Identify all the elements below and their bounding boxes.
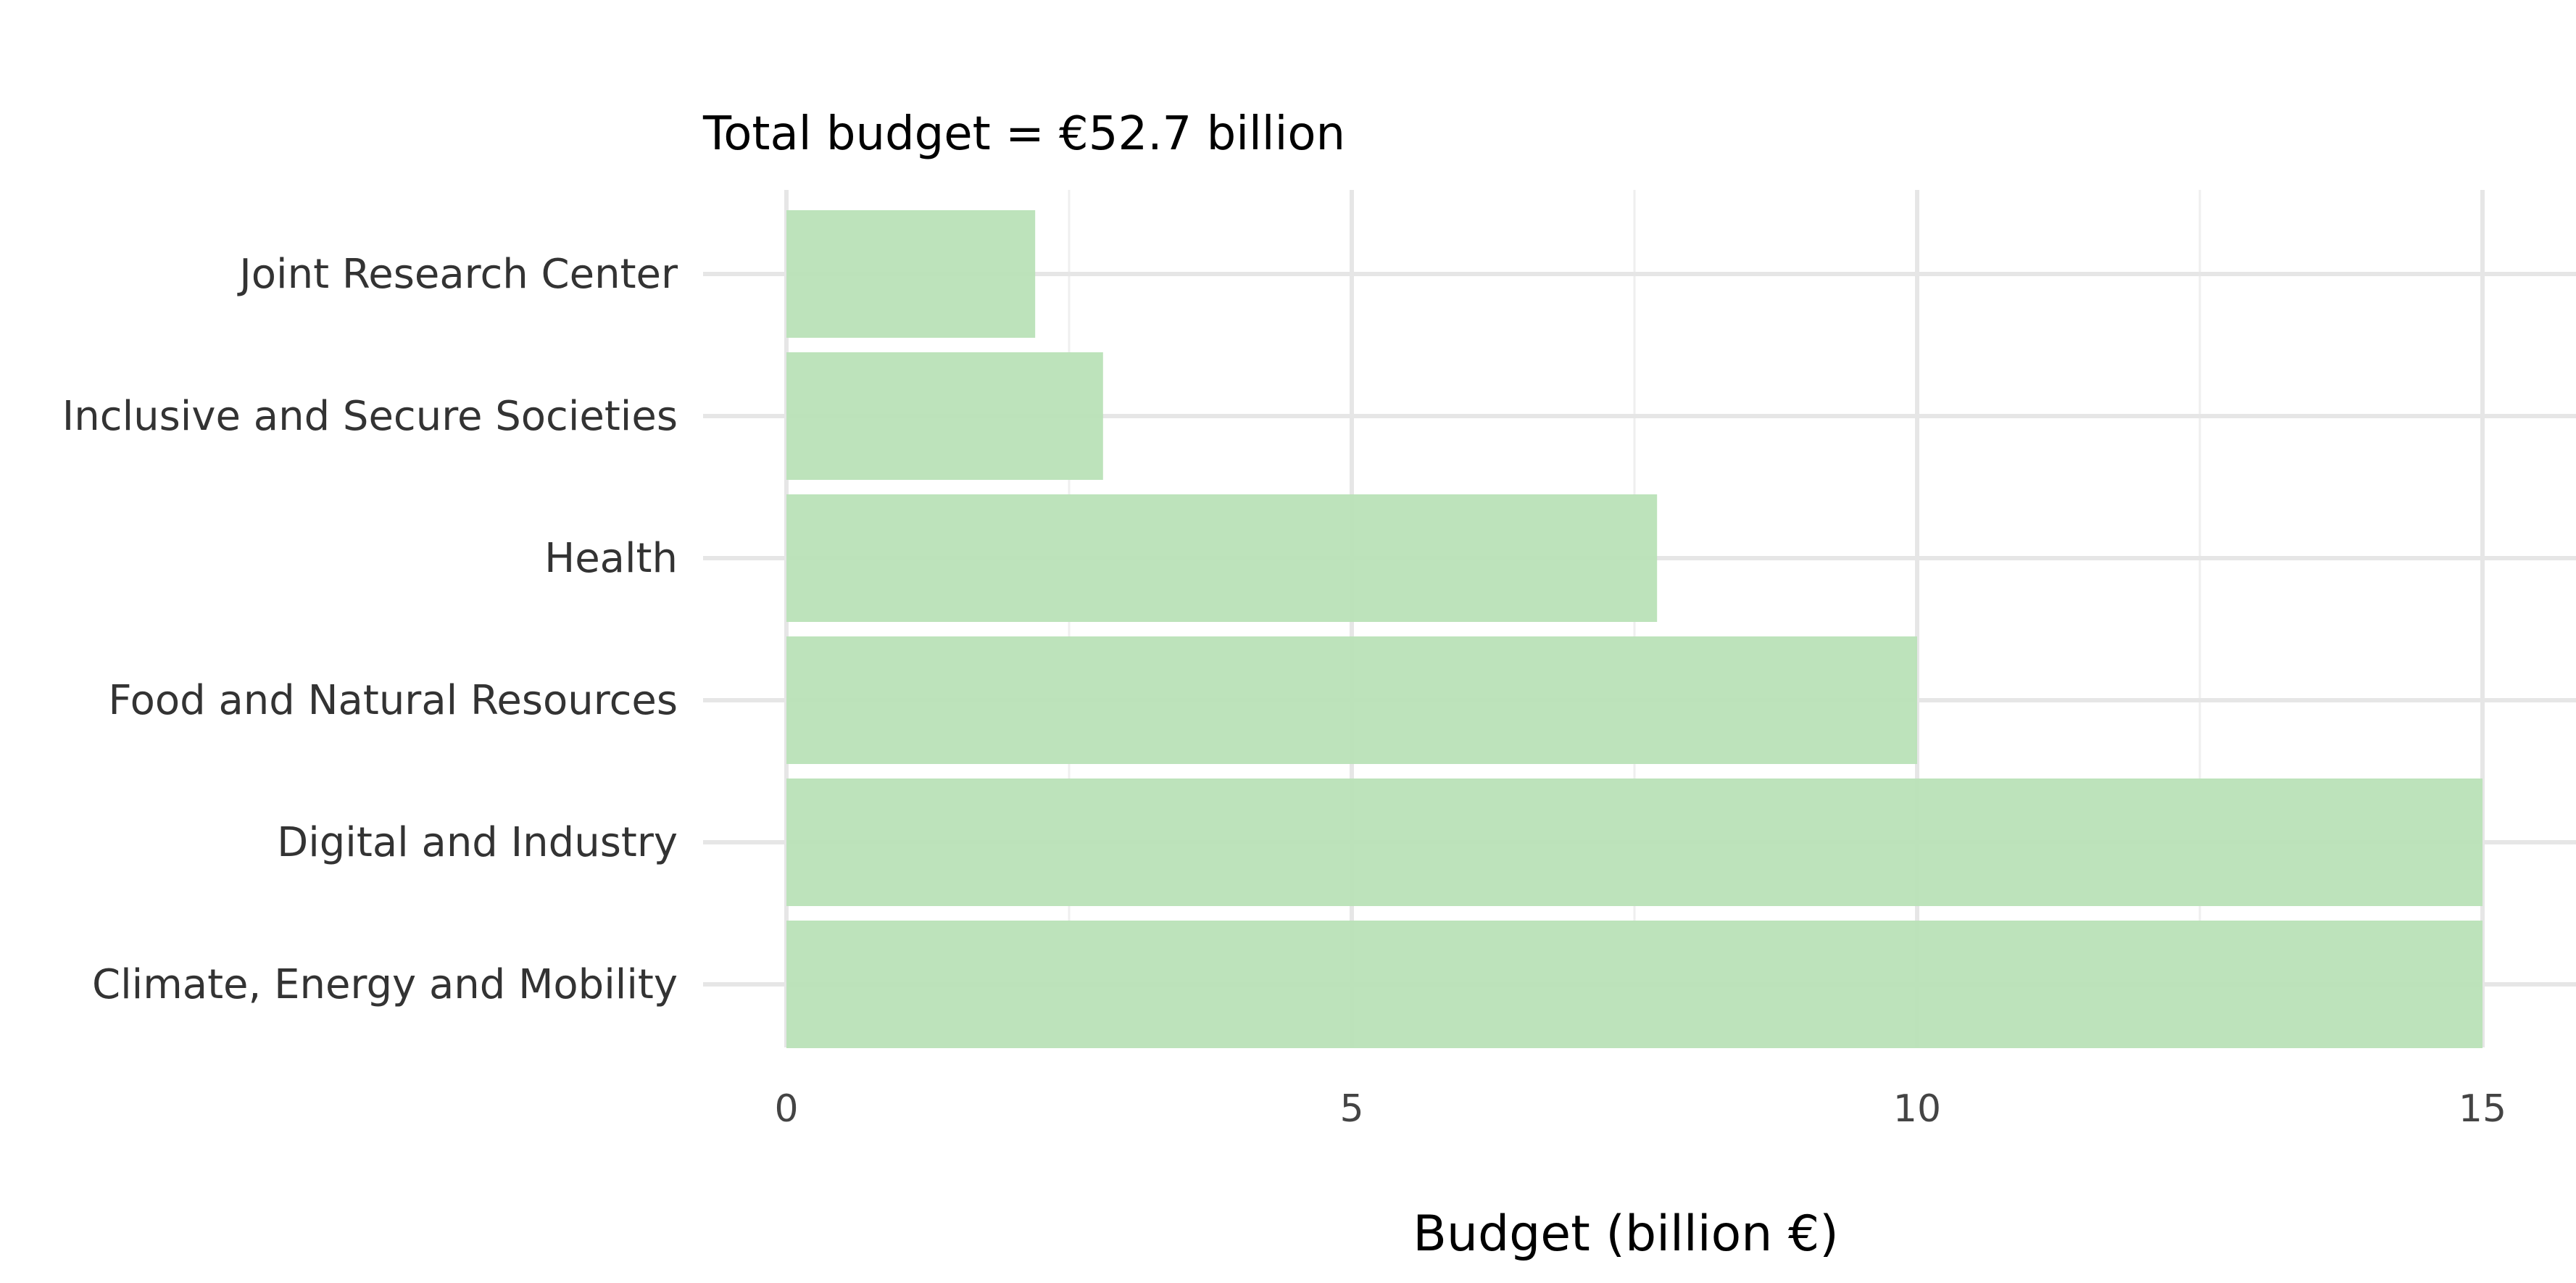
y-tick-labels: Joint Research Center Inclusive and Secur…	[62, 251, 678, 1008]
y-tick-label: Inclusive and Secure Societies	[62, 393, 678, 440]
x-tick-label: 5	[1339, 1087, 1363, 1131]
x-tick-labels: 0 5 10 15	[774, 1087, 2506, 1131]
x-tick-label: 15	[2459, 1087, 2506, 1131]
bar	[786, 494, 1658, 622]
y-tick-label: Joint Research Center	[237, 251, 678, 298]
bar	[786, 210, 1036, 338]
bar	[786, 778, 2482, 906]
x-tick-label: 10	[1893, 1087, 1941, 1131]
bar	[786, 636, 1917, 764]
y-tick-label: Digital and Industry	[277, 819, 678, 866]
bars	[786, 210, 2482, 1048]
y-tick-label: Health	[544, 535, 678, 582]
chart-title: Total budget = €52.7 billion	[702, 107, 1345, 161]
y-tick-label: Climate, Energy and Mobility	[92, 961, 678, 1008]
bar	[786, 352, 1103, 480]
bar	[786, 921, 2482, 1048]
x-axis-label: Budget (billion €)	[1413, 1205, 1839, 1263]
y-tick-label: Food and Natural Resources	[108, 677, 678, 724]
x-tick-label: 0	[774, 1087, 798, 1131]
